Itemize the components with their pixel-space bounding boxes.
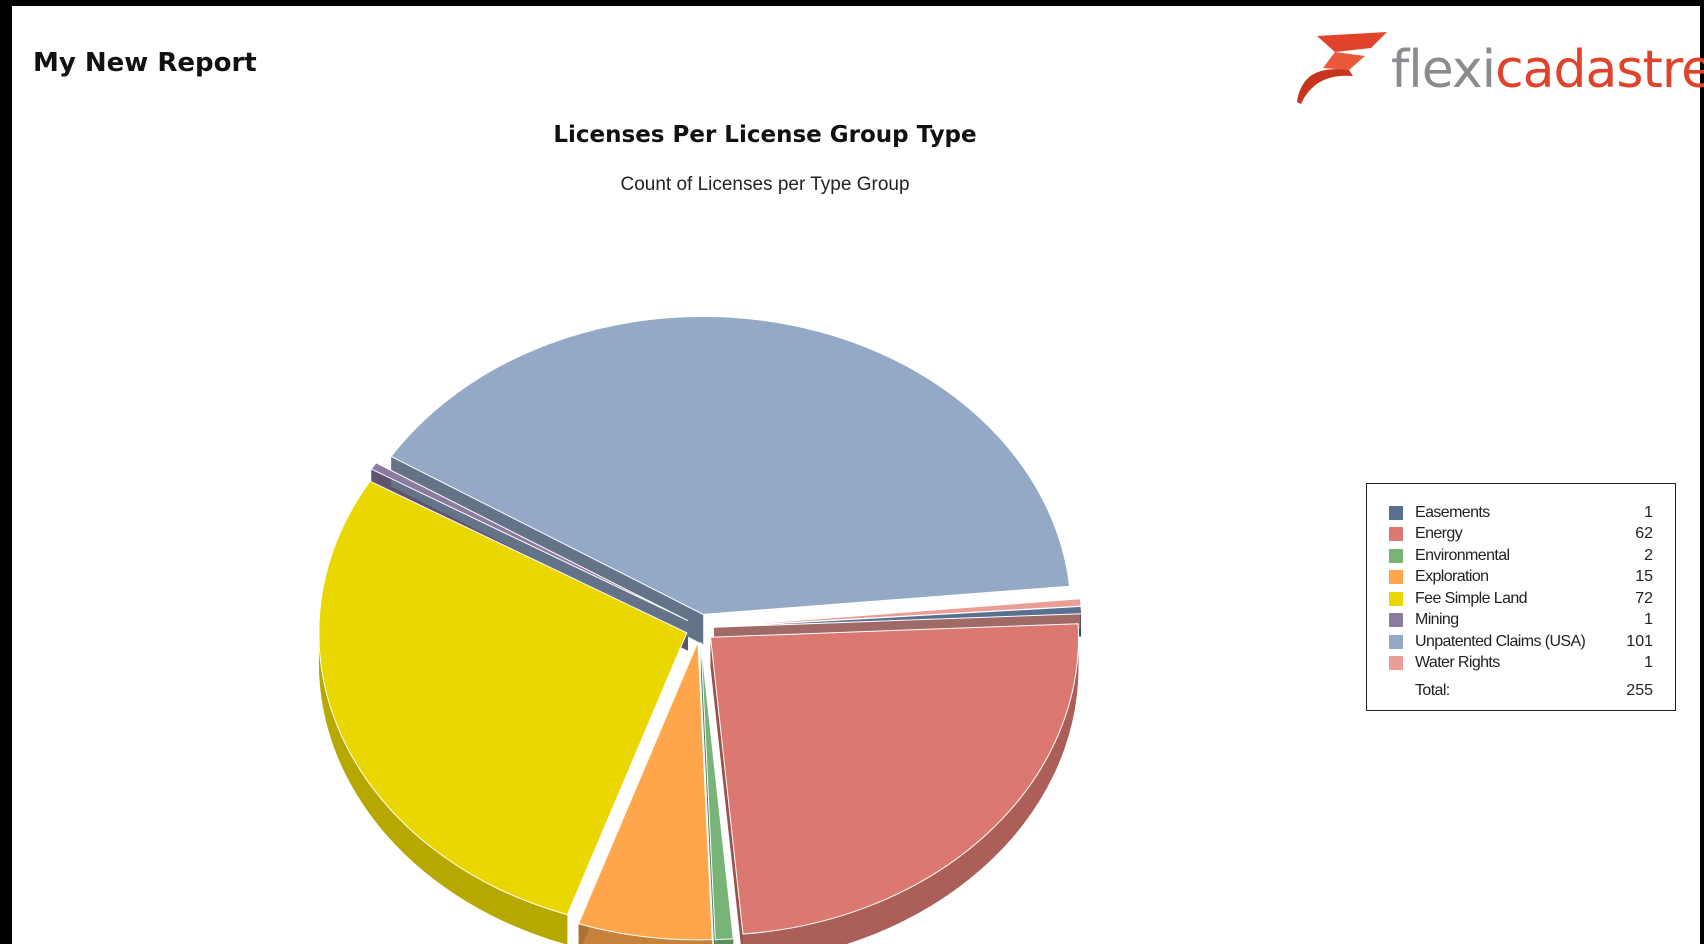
- legend-item: Environmental 2: [1389, 545, 1653, 567]
- legend-total-label: Total:: [1415, 681, 1450, 699]
- pie-slice-unpatented-claims-usa-: [390, 315, 1071, 615]
- logo-text-flexi: flexi: [1391, 40, 1496, 100]
- pie-slice-side-environmental: [715, 938, 734, 944]
- legend-label: Energy: [1415, 525, 1463, 543]
- chart-subtitle: Count of Licenses per Type Group: [620, 174, 910, 195]
- legend-swatch: [1389, 591, 1403, 606]
- legend-item: Energy 62: [1389, 524, 1653, 546]
- legend-swatch: [1389, 527, 1403, 542]
- legend-value: 2: [1644, 546, 1653, 564]
- legend-swatch: [1389, 505, 1403, 520]
- legend-value: 15: [1635, 568, 1653, 586]
- legend-label: Water Rights: [1415, 654, 1500, 672]
- legend-label: Unpatented Claims (USA): [1415, 632, 1586, 650]
- logo-swoosh-icon: [1297, 32, 1387, 104]
- legend-value: 1: [1644, 611, 1653, 629]
- legend-total-value: 255: [1626, 681, 1653, 699]
- legend-swatch: [1389, 570, 1403, 585]
- legend-label: Mining: [1415, 611, 1459, 629]
- logo-wordmark: flexicadastre: [1391, 44, 1704, 96]
- legend-item: Water Rights 1: [1389, 653, 1653, 675]
- legend-swatch: [1389, 634, 1403, 649]
- legend-value: 101: [1626, 632, 1653, 650]
- legend-label: Environmental: [1415, 546, 1510, 564]
- legend-label: Fee Simple Land: [1415, 589, 1528, 607]
- legend-swatch: [1389, 548, 1403, 563]
- pie-slice-side-exploration: [578, 923, 713, 944]
- legend-label: Easements: [1415, 503, 1490, 521]
- report-title: My New Report: [33, 48, 257, 78]
- logo-text-cadastre: cadastre: [1495, 40, 1704, 100]
- flexicadastre-logo: flexicadastre: [1295, 22, 1704, 122]
- pie-chart: [318, 315, 1083, 944]
- legend-swatch: [1389, 613, 1403, 628]
- legend-item: Mining 1: [1389, 610, 1653, 632]
- chart-legend: Easements 1 Energy 62 Environmental 2 Explorat…: [1366, 483, 1676, 711]
- chart-title: Licenses Per License Group Type: [553, 122, 977, 148]
- legend-value: 72: [1635, 589, 1653, 607]
- pie-slice-energy: [709, 623, 1080, 935]
- legend-value: 62: [1635, 525, 1653, 543]
- pie-slice-exploration: [577, 641, 713, 941]
- pie-slice-water-rights: [713, 598, 1082, 628]
- pie-slice-environmental: [700, 641, 734, 941]
- pie-slice-fee-simple-land: [318, 480, 688, 916]
- legend-item: Exploration 15: [1389, 567, 1653, 589]
- legend-label: Exploration: [1415, 568, 1489, 586]
- legend-item: Fee Simple Land 72: [1389, 588, 1653, 610]
- legend-value: 1: [1644, 654, 1653, 672]
- legend-swatch: [1389, 656, 1403, 671]
- legend-item: Easements 1: [1389, 502, 1653, 524]
- legend-value: 1: [1644, 503, 1653, 521]
- legend-total-row: Total: 255: [1389, 680, 1653, 702]
- pie-slice-side-fee-simple-land: [318, 632, 568, 944]
- legend-item: Unpatented Claims (USA) 101: [1389, 631, 1653, 653]
- pie-slice-mining: [370, 462, 689, 622]
